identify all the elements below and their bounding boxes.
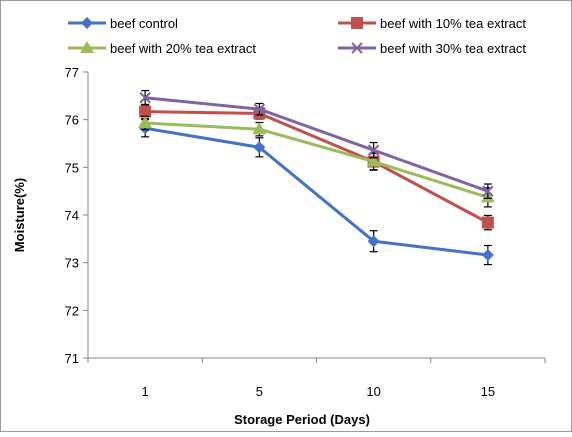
y-tick-label: 76 — [65, 113, 79, 128]
legend-marker — [81, 17, 93, 29]
x-tick-label: 10 — [366, 384, 380, 399]
legend: beef control beef with 10% tea extract bee… — [68, 16, 526, 56]
legend-label: beef with 20% tea extract — [110, 41, 256, 56]
marker-stroke — [367, 144, 380, 156]
marker-stroke — [253, 103, 266, 115]
legend-label: beef with 30% tea extract — [380, 41, 526, 56]
x-axis-title: Storage Period (Days) — [234, 412, 370, 427]
data-point — [139, 92, 151, 104]
series-4 — [139, 89, 494, 199]
data-point — [481, 216, 494, 229]
legend-item-3: beef with 20% tea extract — [68, 41, 256, 56]
series-group — [138, 89, 495, 266]
legend-marker — [80, 41, 94, 53]
data-point — [482, 185, 494, 197]
y-tick-label: 77 — [65, 65, 79, 80]
legend-marker — [351, 42, 363, 54]
series-line — [144, 96, 489, 193]
legend-label: beef control — [110, 16, 178, 31]
x-tick-label: 15 — [481, 384, 495, 399]
series-line — [145, 121, 489, 199]
y-tick-label: 72 — [65, 303, 79, 318]
series-1 — [139, 119, 494, 266]
data-point — [253, 103, 266, 115]
data-point — [138, 116, 153, 129]
marker-stroke — [482, 185, 494, 197]
y-tick-label: 73 — [65, 256, 79, 271]
y-tick-label: 71 — [65, 351, 79, 366]
legend-item-2: beef with 10% tea extract — [338, 16, 526, 31]
data-point — [367, 235, 380, 248]
legend-item-4: beef with 30% tea extract — [338, 41, 526, 56]
y-tick-label: 75 — [65, 160, 79, 175]
y-axis-title: Moisture(%) — [12, 178, 27, 252]
series-line — [144, 126, 489, 257]
data-point — [139, 105, 152, 118]
data-point — [252, 122, 267, 135]
x-tick-label: 1 — [142, 384, 149, 399]
legend-label: beef with 10% tea extract — [380, 16, 526, 31]
series-line — [145, 110, 489, 224]
marker-stroke — [351, 42, 363, 54]
data-point — [366, 154, 381, 167]
legend-marker — [351, 17, 363, 29]
x-tick-label: 5 — [256, 384, 263, 399]
marker-stroke — [139, 92, 151, 104]
data-point — [367, 144, 380, 156]
data-point — [253, 141, 266, 154]
legend-item-1: beef control — [68, 16, 178, 31]
data-point — [481, 249, 494, 262]
y-tick-label: 74 — [65, 208, 79, 223]
